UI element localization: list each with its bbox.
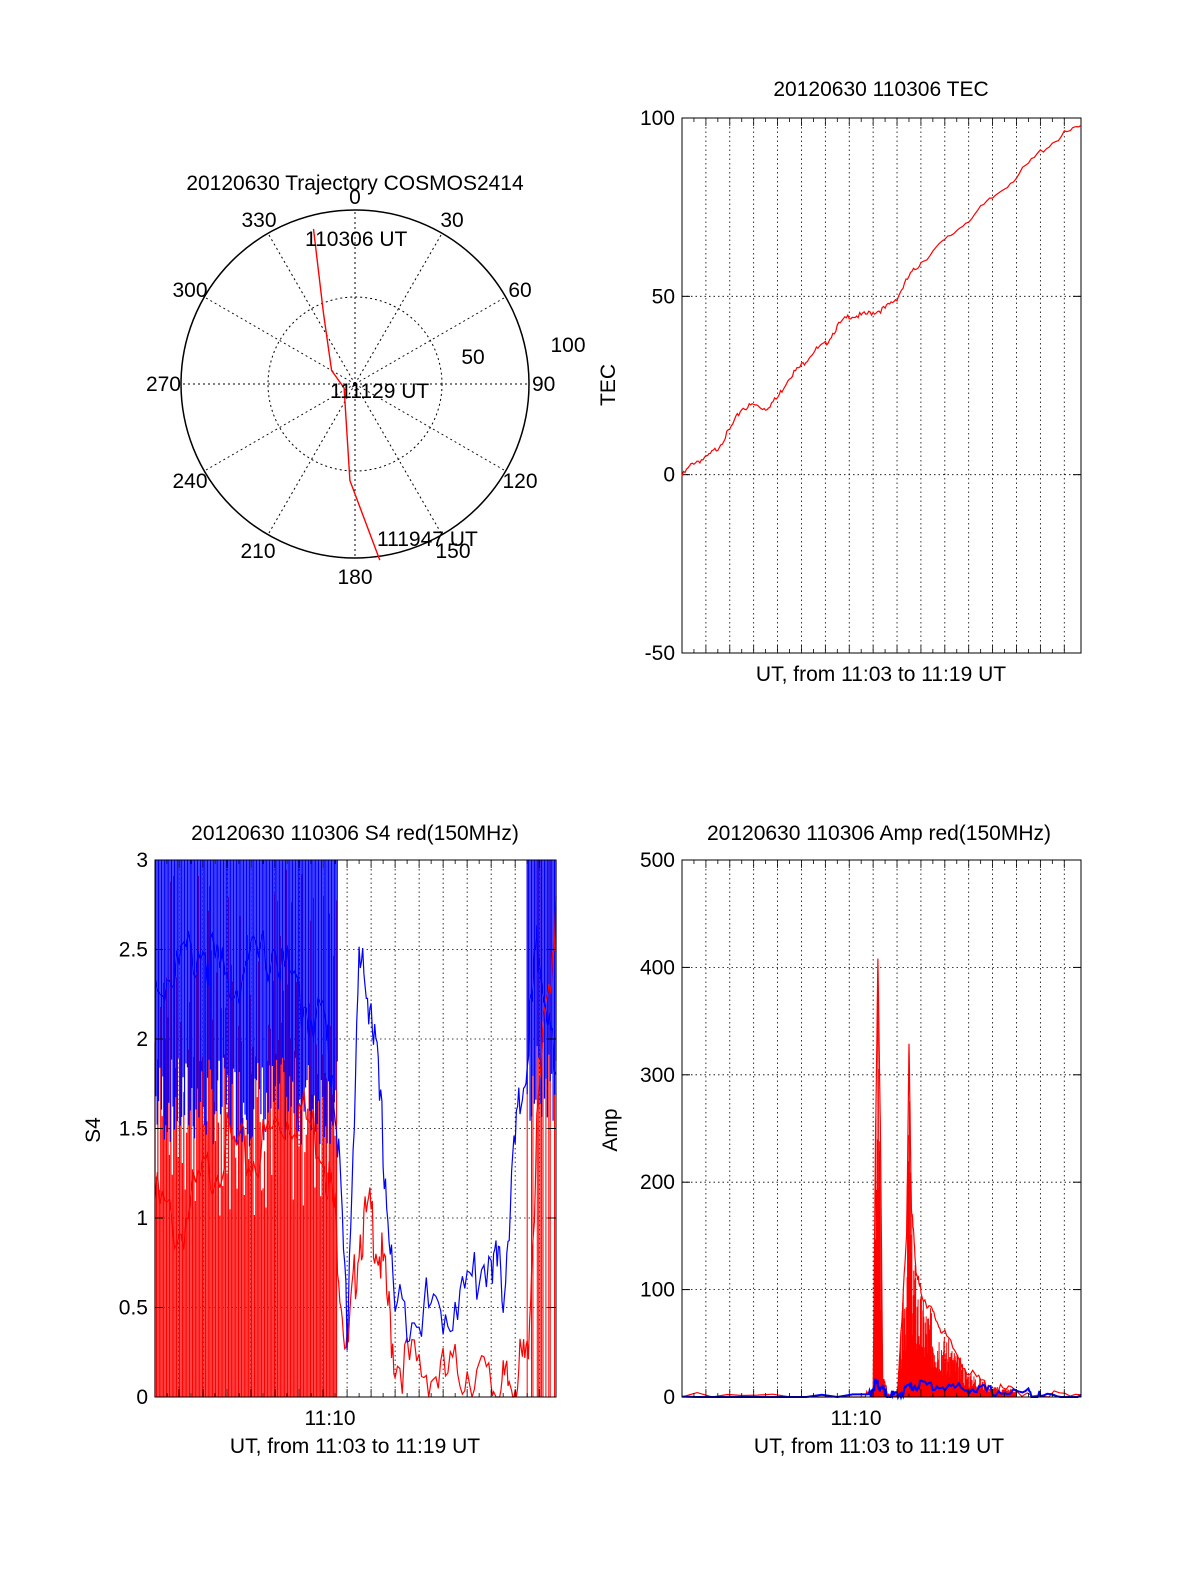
polar-azimuth-label: 0 xyxy=(349,186,361,209)
amp-blue-series-line xyxy=(681,1378,1082,1401)
y-tick-label: 200 xyxy=(640,1171,675,1194)
polar-azimuth-label: 270 xyxy=(146,373,181,396)
amp-y-ticks: 0 100 200 300 400 500 xyxy=(640,849,1081,1409)
y-tick-label: 1.5 xyxy=(119,1118,148,1141)
s4-y-ticks: 0 0.5 1 1.5 2 2.5 3 xyxy=(119,849,556,1409)
tec-title: 20120630 110306 TEC xyxy=(773,78,988,101)
amp-x-tick-label: 11:10 xyxy=(831,1407,882,1430)
polar-azimuth-labels: 0 30 60 90 120 150 180 210 240 270 300 330 xyxy=(146,186,555,589)
annotation-start-time: 110306 UT xyxy=(305,228,408,251)
y-tick-label: 3 xyxy=(136,849,148,872)
tec-x-axis-label: UT, from 11:03 to 11:19 UT xyxy=(756,663,1006,686)
polar-spoke xyxy=(267,233,356,385)
tec-plot-frame xyxy=(681,117,1082,654)
polar-azimuth-label: 120 xyxy=(502,470,537,493)
polar-radial-label-100: 100 xyxy=(550,334,585,357)
polar-spoke xyxy=(354,383,506,472)
tec-series-line xyxy=(681,124,1082,477)
polar-spoke xyxy=(354,383,443,535)
y-tick-label: 0.5 xyxy=(119,1297,148,1320)
amp-y-axis-label: Amp xyxy=(599,1108,622,1151)
tec-y-ticks: -50 0 50 100 xyxy=(640,107,1081,665)
polar-spoke xyxy=(204,296,356,385)
s4-blue-series-line xyxy=(154,925,557,1351)
y-tick-label: 2 xyxy=(136,1028,148,1051)
s4-title: 20120630 110306 S4 red(150MHz) xyxy=(191,822,519,845)
polar-spoke xyxy=(204,383,356,472)
y-tick-label: 50 xyxy=(652,285,675,308)
y-tick-label: -50 xyxy=(645,642,675,665)
polar-radial-label-50: 50 xyxy=(461,346,484,369)
polar-azimuth-label: 210 xyxy=(240,540,275,563)
amp-panel: 20120630 110306 Amp red(150MHz) 0 100 200 3… xyxy=(599,822,1082,1458)
s4-panel: 20120630 110306 S4 red(150MHz) 0 0.5 1 1.5 2… xyxy=(82,822,557,1458)
polar-grid xyxy=(180,209,530,559)
y-tick-label: 0 xyxy=(136,1386,148,1409)
amp-title: 20120630 110306 Amp red(150MHz) xyxy=(707,822,1051,845)
polar-azimuth-label: 180 xyxy=(337,566,372,589)
polar-azimuth-label: 60 xyxy=(508,279,531,302)
y-tick-label: 0 xyxy=(663,464,675,487)
s4-grid xyxy=(155,860,556,1397)
amp-red-series-line xyxy=(681,958,1082,1398)
polar-title: 20120630 Trajectory COSMOS2414 xyxy=(186,172,524,195)
s4-x-tick-label: 11:10 xyxy=(305,1407,356,1430)
polar-azimuth-label: 330 xyxy=(241,209,276,232)
polar-outer-circle xyxy=(180,209,530,559)
polar-azimuth-label: 90 xyxy=(532,373,555,396)
amp-x-axis-label: UT, from 11:03 to 11:19 UT xyxy=(754,1435,1004,1458)
s4-x-axis-label: UT, from 11:03 to 11:19 UT xyxy=(230,1435,480,1458)
polar-spoke xyxy=(267,383,356,535)
tec-panel: 20120630 110306 TEC -50 0 50 100 UT, from 1… xyxy=(597,78,1082,686)
tec-y-axis-label: TEC xyxy=(597,364,620,406)
amp-red-fill xyxy=(872,972,1017,1397)
polar-spoke xyxy=(354,296,506,385)
trajectory-line xyxy=(312,228,381,561)
annotation-mid-time: 111129 UT xyxy=(330,380,429,403)
polar-azimuth-label: 240 xyxy=(172,470,207,493)
y-tick-label: 2.5 xyxy=(119,939,148,962)
y-tick-label: 100 xyxy=(640,107,675,130)
tec-grid xyxy=(682,118,1081,653)
y-tick-label: 400 xyxy=(640,956,675,979)
annotation-end-time: 111947 UT xyxy=(377,528,478,551)
y-tick-label: 0 xyxy=(663,1386,675,1409)
polar-azimuth-label: 300 xyxy=(172,279,207,302)
y-tick-label: 100 xyxy=(640,1279,675,1302)
polar-azimuth-label: 30 xyxy=(440,209,463,232)
polar-azimuth-label: 150 xyxy=(435,540,470,563)
polar-spoke xyxy=(354,233,443,385)
y-tick-label: 500 xyxy=(640,849,675,872)
amp-plot-frame xyxy=(681,859,1082,1398)
y-tick-label: 300 xyxy=(640,1064,675,1087)
y-tick-label: 1 xyxy=(136,1207,148,1230)
s4-red-series-line xyxy=(154,895,557,1398)
polar-trajectory-panel: 20120630 Trajectory COSMOS2414 0 30 60 90 12… xyxy=(146,172,586,589)
s4-blue-spikes xyxy=(155,860,557,1147)
s4-y-axis-label: S4 xyxy=(82,1117,105,1143)
